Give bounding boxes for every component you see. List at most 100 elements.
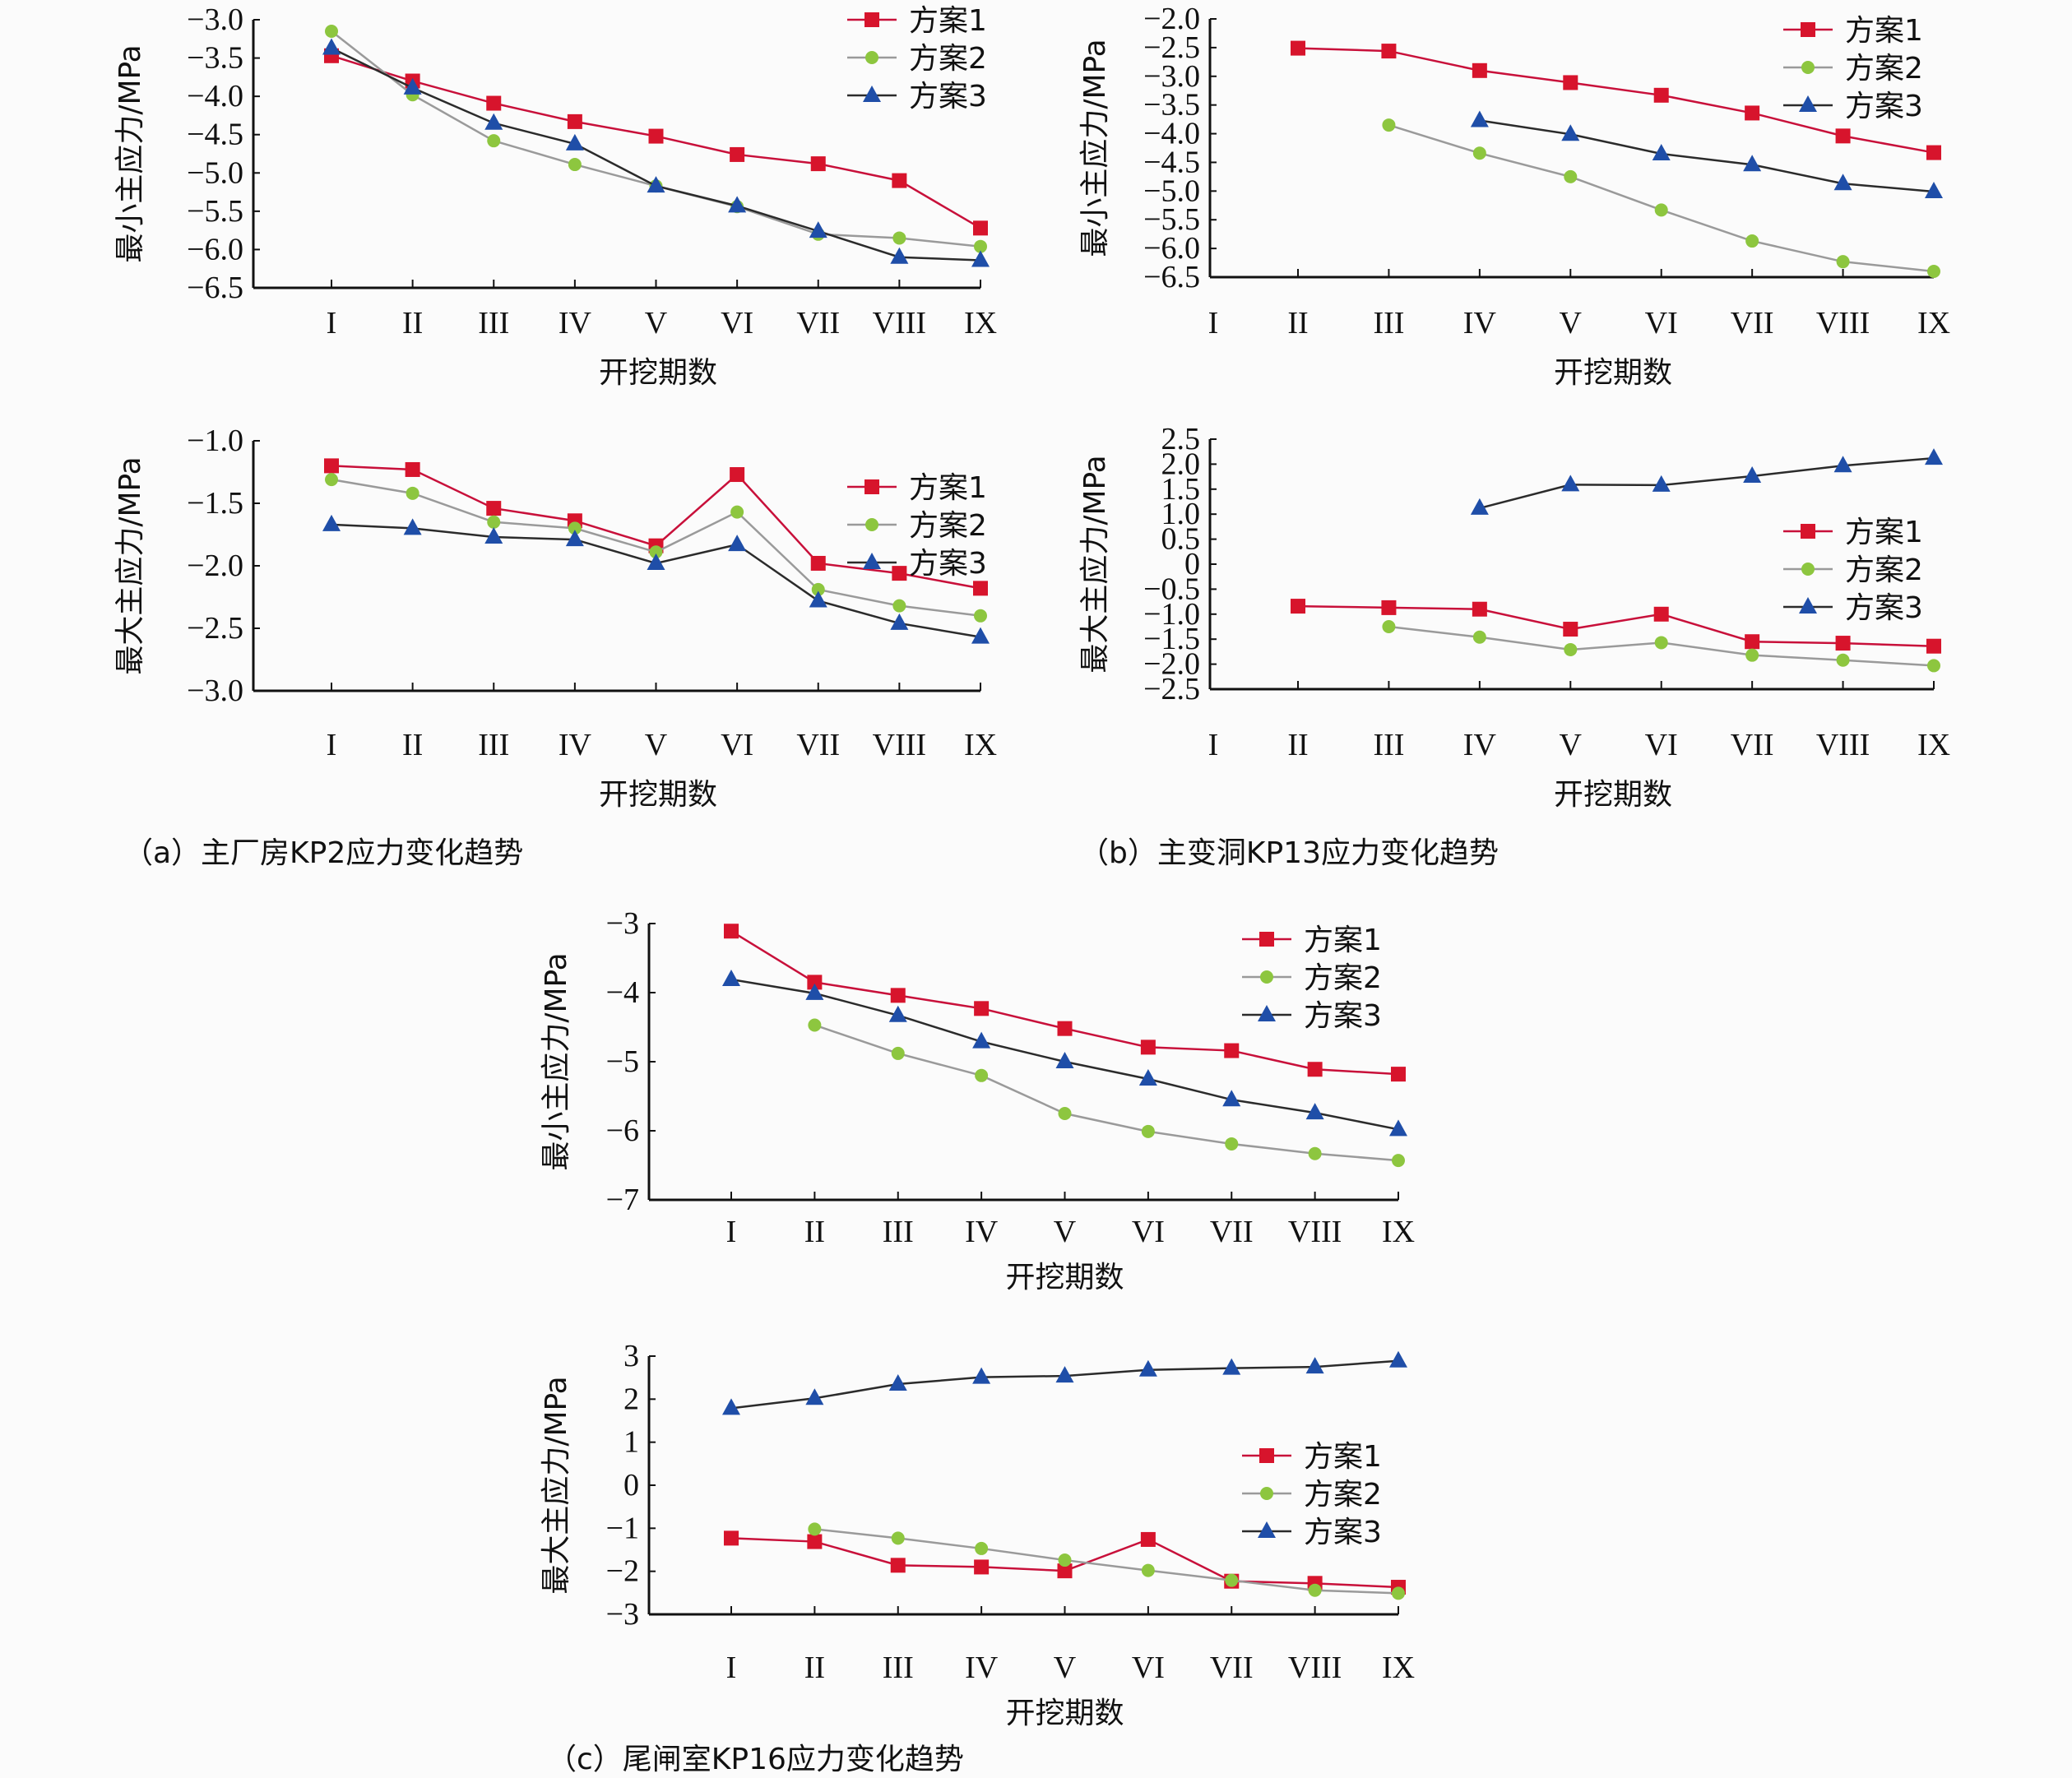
marker-square [1472, 601, 1487, 617]
marker-triangle [1925, 448, 1943, 465]
x-tick-label: VI [721, 306, 753, 340]
y-tick-label: −1.5 [1143, 622, 1200, 656]
x-tick-label: I [1208, 306, 1219, 340]
x-tick-label: IX [964, 306, 997, 340]
marker-square [864, 12, 879, 27]
y-tick-label: −0.5 [1143, 572, 1200, 606]
marker-triangle [972, 1031, 991, 1049]
series-方案1 [724, 924, 1406, 1082]
x-tick-label: VIII [873, 728, 926, 762]
marker-circle [1472, 630, 1486, 644]
series-line [331, 465, 981, 590]
caption-a: （a）主厂房KP2应力变化趋势 [123, 836, 524, 870]
marker-triangle [565, 133, 584, 150]
marker-square [890, 1558, 906, 1573]
x-tick-label: V [1560, 728, 1583, 762]
legend-label: 方案1 [1845, 14, 1923, 48]
y-tick-label: −3.0 [187, 674, 243, 708]
marker-triangle [971, 627, 990, 644]
x-tick-label: VI [1132, 1651, 1165, 1685]
marker-triangle [1305, 1103, 1324, 1120]
marker-circle [487, 134, 501, 148]
marker-circle [1225, 1573, 1239, 1587]
x-tick-label: IX [964, 728, 997, 762]
x-tick-label: VIII [1816, 306, 1870, 340]
series-方案3 [322, 514, 990, 644]
y-tick-label: −2.0 [1143, 2, 1200, 36]
marker-triangle [722, 970, 740, 987]
marker-circle [1382, 620, 1396, 633]
y-tick-label: 2 [623, 1382, 639, 1416]
legend-item: 方案1 [1242, 924, 1382, 957]
marker-triangle [484, 527, 503, 544]
marker-circle [730, 505, 744, 519]
series-line [1297, 604, 1935, 647]
marker-square [1381, 600, 1397, 615]
y-tick-label: −6 [606, 1114, 639, 1148]
marker-circle [811, 582, 825, 596]
y-axis-title: 最小主应力/MPa [1078, 39, 1112, 257]
y-tick-label: −6.5 [187, 271, 243, 305]
y-tick-label: −4 [606, 975, 639, 1010]
legend-item: 方案2 [1783, 553, 1923, 587]
x-tick-label: II [402, 306, 423, 340]
y-tick-label: 0.5 [1161, 522, 1201, 557]
legend: 方案1 方案2 方案3 [1242, 1440, 1382, 1549]
legend-item: 方案3 [1783, 90, 1923, 123]
marker-triangle [1138, 1359, 1157, 1377]
x-axis-title: 开挖期数 [1005, 1261, 1124, 1294]
marker-square [974, 1001, 990, 1016]
marker-triangle [728, 196, 747, 213]
marker-circle [1058, 1107, 1072, 1120]
marker-triangle [888, 1005, 907, 1022]
series-方案3 [1470, 448, 1943, 515]
marker-circle [808, 1522, 822, 1536]
x-tick-label: VIII [873, 306, 926, 340]
series-line [331, 47, 981, 262]
marker-circle [1260, 1487, 1273, 1500]
legend-label: 方案1 [1304, 1440, 1382, 1474]
legend-label: 方案1 [909, 4, 987, 38]
marker-circle [1564, 642, 1578, 656]
legend-item: 方案2 [1242, 1478, 1382, 1512]
marker-triangle [1799, 95, 1817, 112]
y-axis-title: 最小主应力/MPa [540, 952, 573, 1170]
marker-triangle [1833, 456, 1852, 473]
marker-triangle [403, 518, 422, 535]
marker-circle [325, 473, 338, 487]
series-方案2 [325, 473, 987, 623]
marker-triangle [1743, 155, 1762, 172]
legend-item: 方案1 [1783, 516, 1923, 549]
legend-label: 方案1 [1845, 516, 1923, 549]
y-tick-label: 0 [623, 1468, 639, 1503]
marker-triangle [972, 1367, 991, 1384]
legend-label: 方案2 [1304, 961, 1382, 995]
marker-circle [1308, 1146, 1322, 1160]
x-axis-title: 开挖期数 [599, 356, 717, 390]
y-tick-label: −2 [606, 1554, 639, 1589]
x-tick-label: IX [1917, 306, 1950, 340]
marker-circle [1654, 203, 1668, 217]
marker-square [1291, 599, 1305, 614]
y-axis-title: 最大主应力/MPa [114, 456, 147, 674]
x-tick-label: I [726, 1215, 737, 1249]
x-tick-label: VII [796, 728, 840, 762]
legend: 方案1 方案2 方案3 [847, 471, 987, 581]
series-line [1479, 119, 1935, 193]
y-axis-title: 最大主应力/MPa [1078, 455, 1112, 673]
x-tick-label: V [645, 728, 668, 762]
marker-circle [406, 486, 419, 500]
y-tick-label: 1 [623, 1425, 639, 1460]
marker-triangle [809, 590, 827, 608]
legend-label: 方案2 [909, 42, 987, 76]
legend-label: 方案3 [1304, 999, 1382, 1033]
marker-circle [1927, 659, 1940, 673]
marker-circle [974, 609, 987, 623]
marker-triangle [1389, 1119, 1407, 1137]
y-tick-label: −1 [606, 1511, 639, 1545]
legend-item: 方案3 [1242, 999, 1382, 1033]
legend-label: 方案1 [1304, 924, 1382, 957]
legend-item: 方案3 [1242, 1516, 1382, 1549]
x-tick-label: II [402, 728, 423, 762]
marker-square [1472, 63, 1487, 78]
